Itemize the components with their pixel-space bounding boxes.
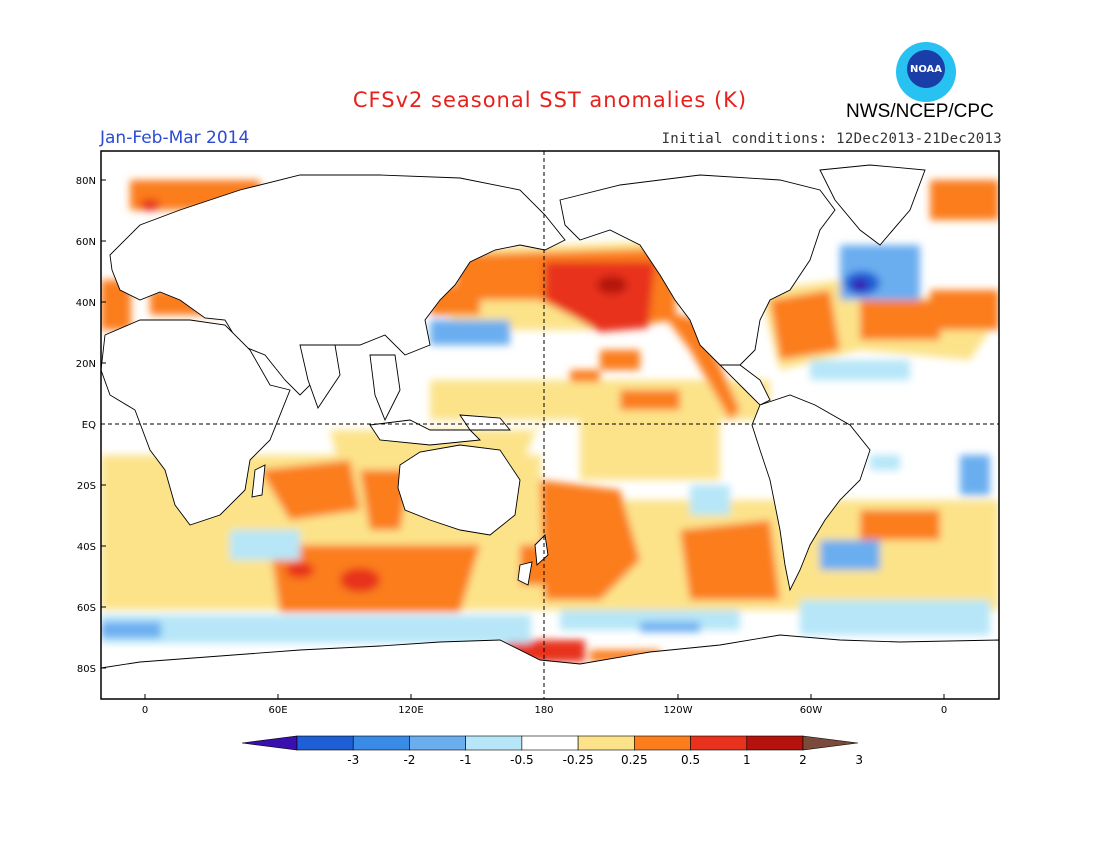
initial-conditions: Initial conditions: 12Dec2013-21Dec2013 [661, 131, 1002, 147]
lon-tick: 180 [534, 705, 553, 716]
lat-tick: 60N [76, 237, 96, 248]
lon-tick: 120W [664, 705, 693, 716]
colorbar-bin [577, 735, 635, 751]
forecast-period: Jan-Feb-Mar 2014 [100, 128, 250, 148]
anomaly-field [101, 180, 999, 662]
colorbar-label: 0.25 [621, 753, 648, 767]
colorbar-label: -2 [403, 753, 415, 767]
colorbar-label: -0.25 [563, 753, 594, 767]
map-title: CFSv2 seasonal SST anomalies (K) [352, 88, 748, 112]
lat-tick: 20N [76, 359, 96, 370]
lat-tick: 60S [77, 603, 96, 614]
map-frame [100, 150, 1000, 700]
lat-tick: 80N [76, 176, 96, 187]
colorbar-bin [409, 735, 466, 751]
lat-tick: 40S [77, 542, 96, 553]
lon-tick: 0 [941, 705, 947, 716]
colorbar: -3 -2 -1 -0.5 -0.25 0.25 0.5 1 2 3 [241, 735, 863, 767]
logo-text: NOAA [909, 64, 943, 75]
colorbar-bin [465, 735, 523, 751]
colorbar-bin [296, 735, 354, 751]
colorbar-bin [521, 735, 579, 751]
lon-tick: 0 [142, 705, 148, 716]
lat-tick: 80S [77, 664, 96, 675]
lon-tick: 120E [398, 705, 423, 716]
colorbar-high-arrow [802, 735, 859, 751]
colorbar-label: 0.5 [681, 753, 700, 767]
colorbar-bin [690, 735, 748, 751]
colorbar-label: 2 [799, 753, 807, 767]
colorbar-label: -3 [347, 753, 359, 767]
colorbar-label: 1 [743, 753, 751, 767]
colorbar-low-arrow [241, 735, 298, 751]
lon-tick: 60W [800, 705, 823, 716]
lat-tick: EQ [82, 420, 96, 431]
colorbar-label: -0.5 [510, 753, 533, 767]
colorbar-label: -1 [460, 753, 472, 767]
lat-tick: 40N [76, 298, 96, 309]
colorbar-bin [746, 735, 804, 751]
continent-outlines [100, 164, 1000, 700]
noaa-logo: NOAA [896, 42, 956, 102]
lon-tick: 60E [268, 705, 287, 716]
colorbar-bin [634, 735, 691, 751]
agency-label: NWS/NCEP/CPC [846, 101, 994, 122]
colorbar-bin [352, 735, 410, 751]
lat-tick: 20S [77, 481, 96, 492]
longitude-axis: 0 60E 120E 180 120W 60W 0 [142, 705, 947, 716]
colorbar-label: 3 [855, 753, 863, 767]
latitude-axis: 80N 60N 40N 20N EQ 20S 40S 60S 80S [76, 176, 96, 675]
